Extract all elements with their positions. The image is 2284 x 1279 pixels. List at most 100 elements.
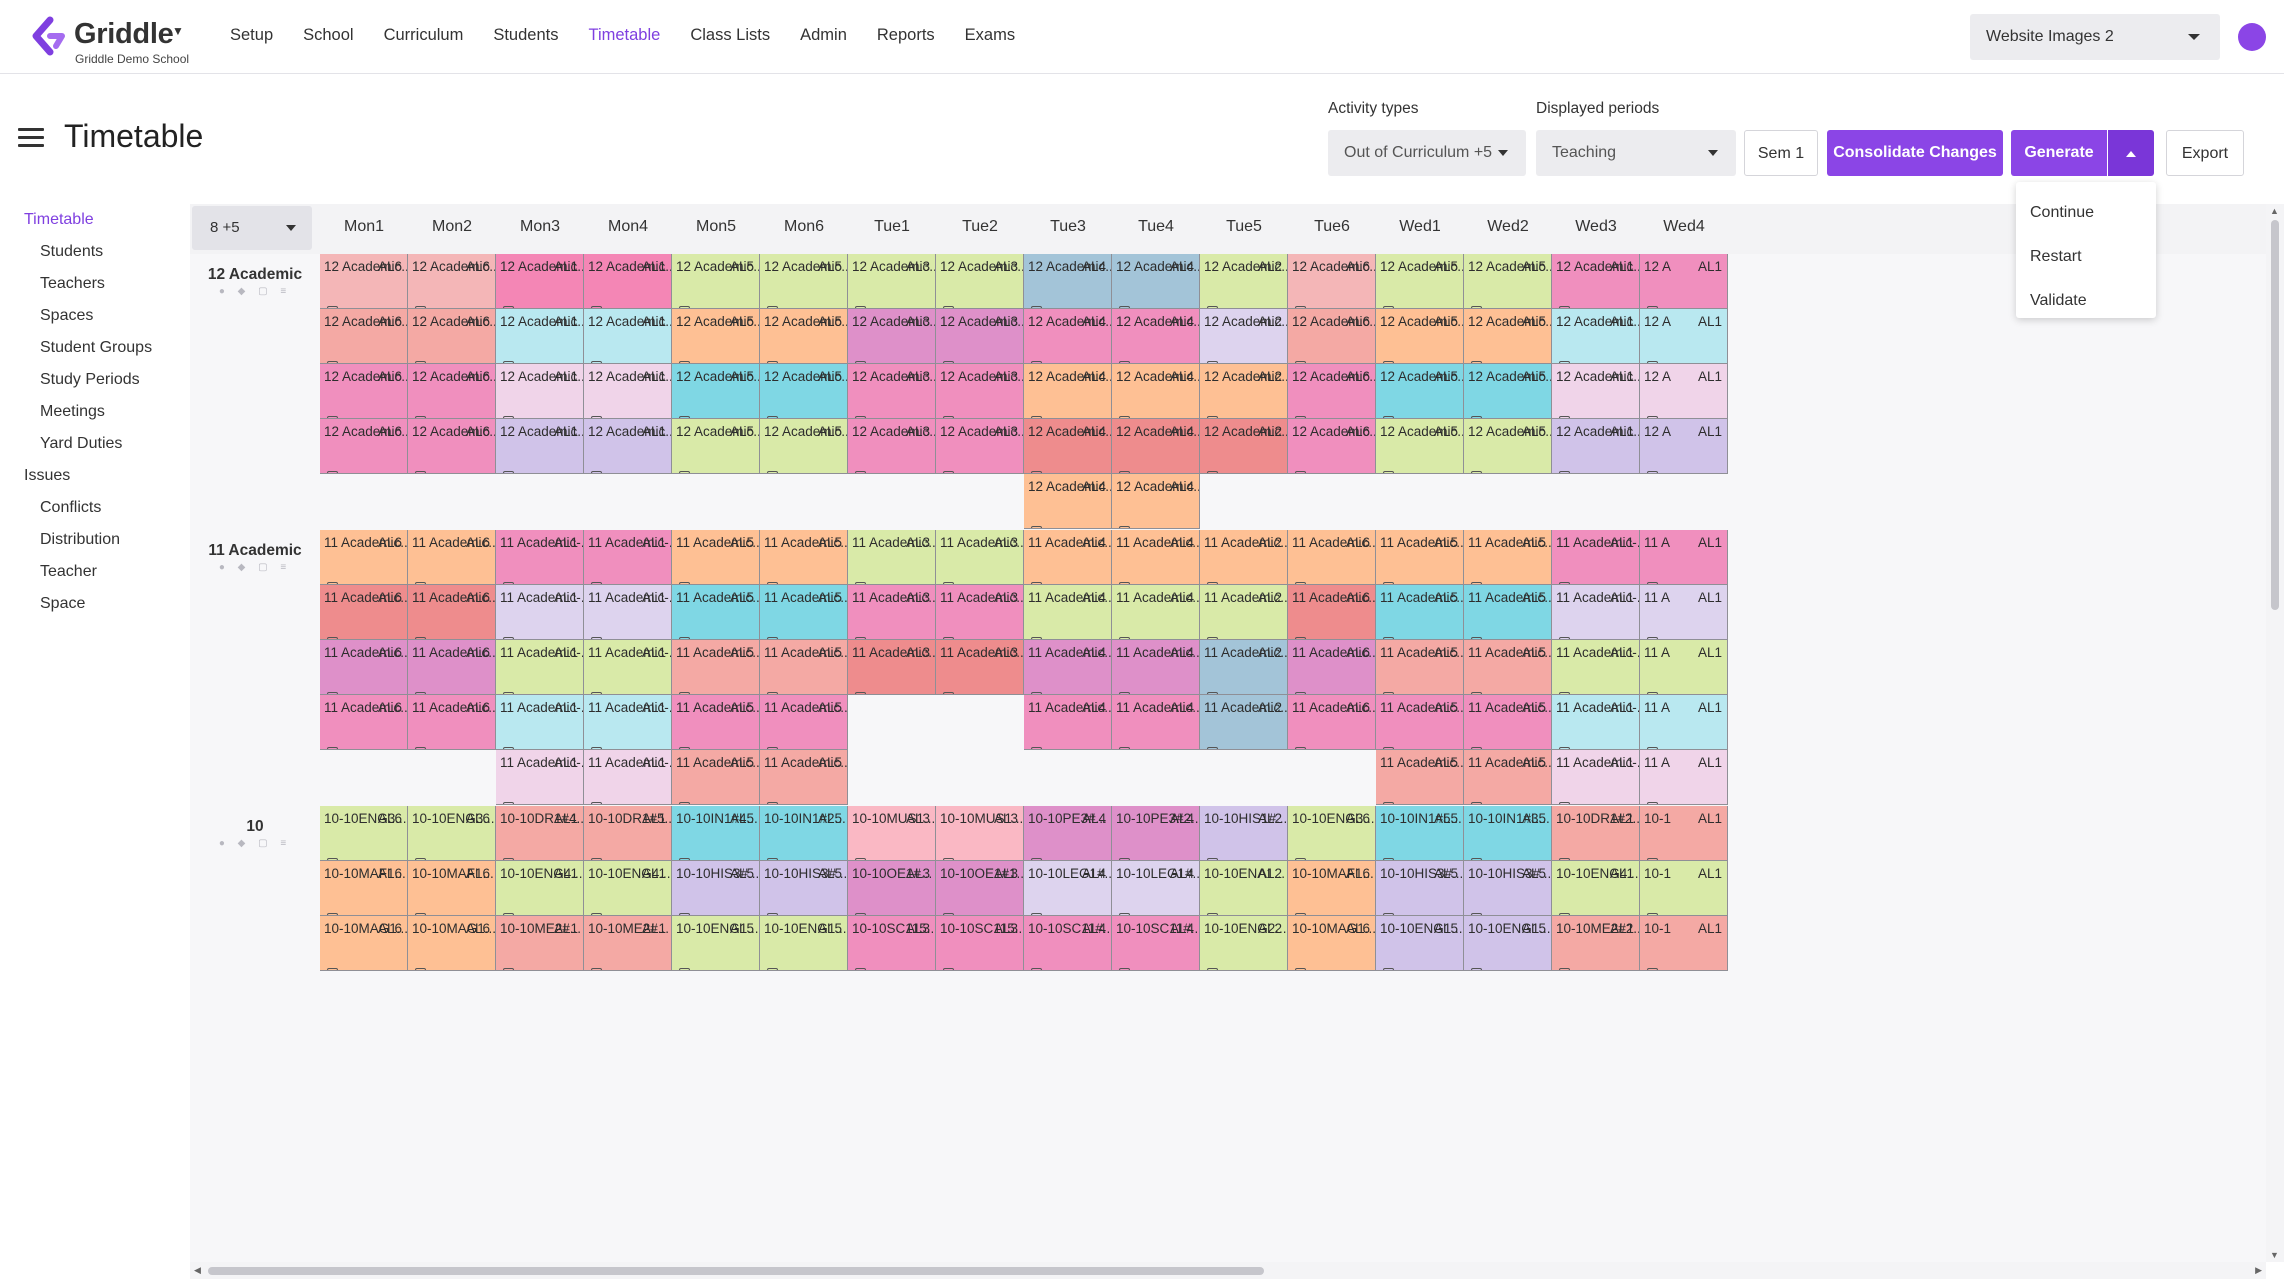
timetable-cell[interactable]: 10-10SC11#... AL4 — [1024, 916, 1112, 971]
timetable-cell[interactable]: 12 Academic... AL3 — [936, 309, 1024, 364]
copy-icon[interactable] — [415, 471, 426, 473]
timetable-cell[interactable]: 11 Academic... AL5 — [1376, 585, 1464, 640]
timetable-cell[interactable]: 11 Academic... AL6 — [408, 695, 496, 750]
timetable-cell[interactable]: 11 Academic... AL5 — [760, 640, 848, 695]
copy-icon[interactable] — [1559, 306, 1570, 308]
timetable-cell[interactable]: 11 Academic... AL3 — [848, 640, 936, 695]
copy-icon[interactable] — [1383, 692, 1394, 694]
timetable-cell[interactable]: 12 Academic... AL1 — [1552, 254, 1640, 309]
timetable-cell[interactable]: 11 Academic... AL5 — [1464, 585, 1552, 640]
timetable-cell[interactable]: 11 Academic... AL5 — [672, 750, 760, 805]
generate-options-toggle[interactable] — [2108, 130, 2154, 176]
copy-icon[interactable] — [327, 416, 338, 418]
copy-icon[interactable] — [855, 582, 866, 584]
copy-icon[interactable] — [943, 582, 954, 584]
copy-icon[interactable] — [327, 913, 338, 915]
brand-name[interactable]: Griddle — [74, 18, 174, 50]
copy-icon[interactable] — [1295, 361, 1306, 363]
timetable-cell[interactable]: 12 A AL1 — [1640, 254, 1728, 309]
timetable-cell[interactable]: 12 Academic... AL6 — [320, 309, 408, 364]
copy-icon[interactable] — [1119, 582, 1130, 584]
timetable-cell[interactable]: 11 Academic... AL5 — [1464, 530, 1552, 585]
timetable-cell[interactable]: 11 A AL1 — [1640, 695, 1728, 750]
timetable-cell[interactable]: 11 Academic... AL5 — [672, 640, 760, 695]
timetable-cell[interactable]: 11 Academic... AL4 — [1024, 640, 1112, 695]
copy-icon[interactable] — [503, 637, 514, 639]
timetable-cell[interactable]: 10-10ENG3... AL6 — [320, 806, 408, 861]
nav-item-exams[interactable]: Exams — [964, 26, 1016, 44]
timetable-cell[interactable]: 11 Academic... AL3 — [936, 530, 1024, 585]
timetable-cell[interactable]: 11 Academic... AL3 — [936, 585, 1024, 640]
copy-icon[interactable] — [415, 306, 426, 308]
timetable-cell[interactable]: 12 Academic... AL6 — [408, 419, 496, 474]
copy-icon[interactable] — [1031, 416, 1042, 418]
timetable-cell[interactable]: 10-10DR1#5... AL1 — [584, 806, 672, 861]
copy-icon[interactable] — [1295, 416, 1306, 418]
copy-icon[interactable] — [1559, 858, 1570, 860]
copy-icon[interactable] — [503, 692, 514, 694]
copy-icon[interactable] — [679, 306, 690, 308]
timetable-cell[interactable]: 12 Academic... AL5 — [760, 419, 848, 474]
timetable-cell[interactable]: 10-10MAF1... AL6 — [320, 861, 408, 916]
copy-icon[interactable] — [943, 913, 954, 915]
timetable-cell[interactable]: 11 Academic-... AL1 — [1552, 585, 1640, 640]
nav-item-setup[interactable]: Setup — [230, 26, 274, 44]
copy-icon[interactable] — [1383, 361, 1394, 363]
group-actions-icons[interactable]: ● ◆ ▢ ≡ — [218, 562, 292, 573]
timetable-cell[interactable]: 11 Academic-... AL1 — [584, 750, 672, 805]
timetable-cell[interactable]: 12 Academic... AL4 — [1024, 419, 1112, 474]
timetable-cell[interactable]: 11 Academic-... AL1 — [496, 585, 584, 640]
copy-icon[interactable] — [767, 582, 778, 584]
timetable-cell[interactable]: 11 Academic... AL4 — [1024, 585, 1112, 640]
copy-icon[interactable] — [1207, 968, 1218, 970]
copy-icon[interactable] — [591, 361, 602, 363]
copy-icon[interactable] — [1471, 858, 1482, 860]
timetable-cell[interactable]: 12 Academic... AL1 — [584, 364, 672, 419]
vertical-scrollbar-thumb[interactable] — [2271, 220, 2279, 610]
timetable-cell[interactable]: 12 Academic... AL1 — [496, 254, 584, 309]
copy-icon[interactable] — [1119, 858, 1130, 860]
timetable-cell[interactable]: 12 Academic... AL5 — [672, 309, 760, 364]
copy-icon[interactable] — [1031, 471, 1042, 473]
scroll-down-icon[interactable]: ▼ — [2270, 1250, 2279, 1260]
copy-icon[interactable] — [1383, 416, 1394, 418]
timetable-cell[interactable]: 12 Academic... AL4 — [1024, 364, 1112, 419]
copy-icon[interactable] — [679, 802, 690, 804]
copy-icon[interactable] — [767, 747, 778, 749]
timetable-cell[interactable]: 11 Academic... AL5 — [672, 585, 760, 640]
copy-icon[interactable] — [1559, 802, 1570, 804]
timetable-cell[interactable]: 11 Academic... AL5 — [760, 530, 848, 585]
copy-icon[interactable] — [327, 471, 338, 473]
copy-icon[interactable] — [767, 471, 778, 473]
timetable-cell[interactable]: 12 Academic... AL5 — [1376, 309, 1464, 364]
workspace-select[interactable]: Website Images 2 — [1970, 14, 2220, 60]
copy-icon[interactable] — [503, 747, 514, 749]
timetable-cell[interactable]: 12 Academic... AL3 — [848, 254, 936, 309]
student-group-label[interactable]: 12 Academic — [207, 266, 303, 283]
copy-icon[interactable] — [415, 361, 426, 363]
timetable-cell[interactable]: 11 Academic-... AL1 — [1552, 530, 1640, 585]
sidebar-item-students[interactable]: Students — [40, 243, 104, 260]
copy-icon[interactable] — [1207, 306, 1218, 308]
copy-icon[interactable] — [855, 968, 866, 970]
copy-icon[interactable] — [327, 692, 338, 694]
timetable-cell[interactable]: 11 Academic... AL5 — [1376, 530, 1464, 585]
copy-icon[interactable] — [591, 582, 602, 584]
copy-icon[interactable] — [327, 637, 338, 639]
timetable-cell[interactable]: 11 Academic... AL4 — [1112, 585, 1200, 640]
timetable-cell[interactable]: 11 Academic... AL4 — [1024, 530, 1112, 585]
timetable-cell[interactable]: 10-10OE1#1... AL3 — [936, 861, 1024, 916]
timetable-cell[interactable]: 10-1 AL1 — [1640, 861, 1728, 916]
timetable-cell[interactable]: 10-10MAF1... AL6 — [1288, 861, 1376, 916]
timetable-cell[interactable]: 12 Academic... AL1 — [496, 309, 584, 364]
copy-icon[interactable] — [855, 306, 866, 308]
sidebar-item-teacher[interactable]: Teacher — [40, 563, 97, 580]
timetable-cell[interactable]: 10-1 AL1 — [1640, 916, 1728, 971]
copy-icon[interactable] — [855, 416, 866, 418]
copy-icon[interactable] — [1031, 692, 1042, 694]
timetable-cell[interactable]: 12 Academic... AL6 — [320, 419, 408, 474]
timetable-cell[interactable]: 10-10MUS1... AL3 — [936, 806, 1024, 861]
copy-icon[interactable] — [1031, 913, 1042, 915]
student-group-label[interactable]: 10 — [246, 818, 264, 835]
copy-icon[interactable] — [1471, 913, 1482, 915]
